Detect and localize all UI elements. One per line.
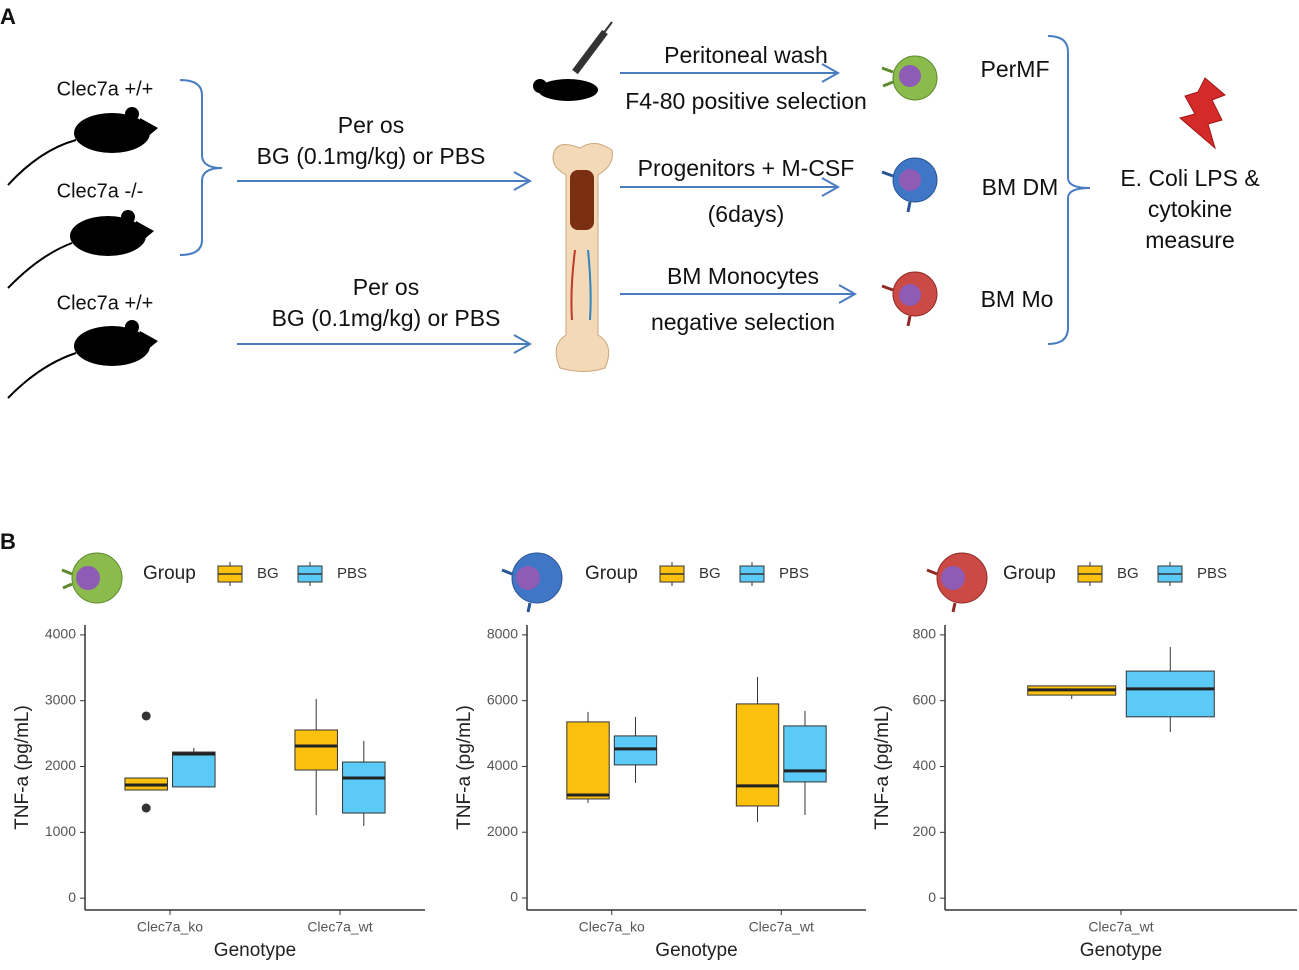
route-text: BG (0.1mg/kg) or PBS	[257, 143, 486, 169]
legend-label: PBS	[779, 565, 809, 582]
y-tick-label: 800	[913, 626, 937, 642]
y-tick-label: 6000	[487, 691, 518, 707]
bone	[552, 143, 613, 372]
arrow	[620, 177, 841, 197]
y-tick-label: 1000	[45, 823, 76, 839]
y-axis-label: TNF-a (pg/mL)	[454, 705, 475, 830]
y-axis-label: TNF-a (pg/mL)	[872, 705, 893, 830]
cell	[881, 271, 938, 327]
cell	[881, 55, 938, 101]
step-text: Progenitors + M-CSF	[638, 155, 855, 181]
step-text: BM Monocytes	[667, 263, 819, 289]
y-tick-label: 0	[68, 889, 76, 905]
box	[783, 725, 827, 783]
legend-icons	[61, 552, 988, 613]
readout-text: E. Coli LPS &	[1120, 165, 1259, 191]
legend-title: Group	[585, 563, 638, 584]
readout-text: measure	[1145, 227, 1234, 253]
y-tick-label: 3000	[45, 691, 76, 707]
x-tick-label: Clec7a_wt	[307, 919, 372, 935]
outlier	[141, 711, 151, 721]
mouse-label: Clec7a +/+	[57, 292, 154, 314]
lightning	[1178, 77, 1226, 150]
route-text: Per os	[353, 274, 419, 300]
legend-label: PBS	[1197, 565, 1227, 582]
cell-label: PerMF	[981, 56, 1050, 82]
step-text: negative selection	[651, 309, 835, 335]
arrow	[237, 334, 533, 354]
arrow	[237, 171, 533, 191]
y-tick-label: 4000	[45, 626, 76, 642]
box	[566, 721, 610, 800]
cell	[881, 157, 938, 213]
y-tick-label: 4000	[487, 757, 518, 773]
y-tick-label: 200	[913, 823, 937, 839]
legend-label: BG	[1117, 565, 1139, 582]
legend-title: Group	[143, 563, 196, 584]
outlier	[141, 803, 151, 813]
legend-label: PBS	[337, 565, 367, 582]
box	[294, 729, 338, 771]
y-tick-label: 2000	[487, 823, 518, 839]
box	[172, 751, 216, 788]
cell-icons	[881, 55, 938, 327]
cell	[501, 552, 563, 613]
x-tick-label: Clec7a_ko	[579, 919, 645, 935]
bracket	[1047, 35, 1091, 345]
x-axis-label: Genotype	[1080, 940, 1162, 961]
arrow	[620, 284, 858, 304]
mouse	[7, 320, 158, 399]
y-tick-label: 400	[913, 757, 937, 773]
x-tick-label: Clec7a_wt	[749, 919, 814, 935]
step-text: Peritoneal wash	[664, 42, 828, 68]
panel-label: B	[0, 529, 16, 554]
cell	[926, 552, 988, 613]
panel-label: A	[0, 4, 16, 29]
mice	[7, 107, 158, 399]
y-axis-label: TNF-a (pg/mL)	[12, 705, 33, 830]
route-text: Per os	[338, 112, 404, 138]
y-tick-label: 8000	[487, 626, 518, 642]
arrow	[620, 63, 841, 83]
mouse-label: Clec7a +/+	[57, 78, 154, 100]
legend-label: BG	[699, 565, 721, 582]
y-tick-label: 0	[510, 889, 518, 905]
y-tick-label: 0	[928, 889, 936, 905]
y-tick-label: 2000	[45, 757, 76, 773]
step-text: F4-80 positive selection	[625, 88, 867, 114]
x-axis-label: Genotype	[214, 940, 296, 961]
cell	[61, 552, 123, 604]
syringe-mouse	[533, 21, 613, 101]
step-text: (6days)	[708, 201, 785, 227]
x-axis-label: Genotype	[655, 940, 737, 961]
cell-label: BM DM	[982, 174, 1059, 200]
legend-label: BG	[257, 565, 279, 582]
bracket	[179, 79, 223, 256]
mouse	[7, 107, 158, 186]
x-tick-label: Clec7a_wt	[1088, 919, 1153, 935]
route-text: BG (0.1mg/kg) or PBS	[272, 305, 501, 331]
box	[735, 703, 780, 807]
box	[1125, 670, 1215, 718]
legend-title: Group	[1003, 563, 1056, 584]
y-tick-label: 600	[913, 691, 937, 707]
cell-label: BM Mo	[981, 286, 1054, 312]
box	[342, 761, 386, 814]
mouse	[7, 210, 154, 289]
x-tick-label: Clec7a_ko	[137, 919, 203, 935]
readout-text: cytokine	[1148, 196, 1232, 222]
mouse-label: Clec7a -/-	[57, 180, 144, 202]
